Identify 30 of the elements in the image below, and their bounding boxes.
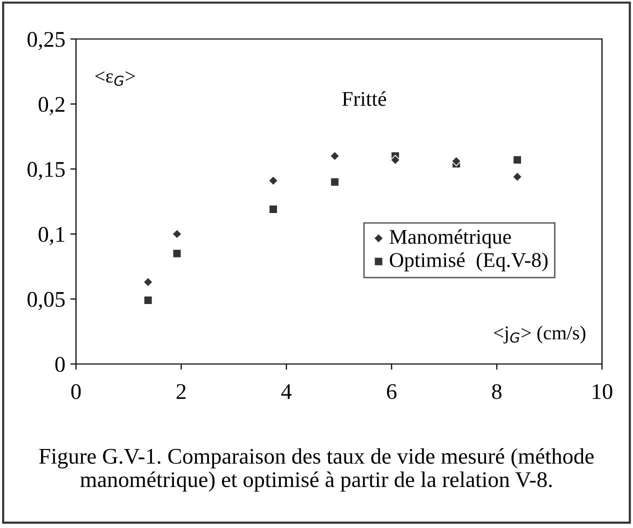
point [512,172,522,182]
point [451,156,462,166]
y-tick-label: 0,1 [38,226,64,246]
text: Figure G.V-1. Comparaison des taux de vide mesuré (méthode manométrique) et optimisé à partir de la relation V-8. [39,448,594,492]
point [330,177,340,187]
x-tick-label: 10 [592,384,612,400]
y-tick-label: 0,05 [28,292,65,310]
y-tick-label: 0,2 [38,96,64,116]
point [143,277,154,288]
point [390,154,400,165]
x-axis-title: <j$_{G}$> (cm/s) [494,326,586,344]
x-tick-label: 4 [281,384,292,399]
point [268,204,278,214]
x-tick-label: 8 [492,384,502,400]
x-tick-label: 2 [176,384,186,399]
y-tick-label: 0,25 [28,32,65,50]
y-tick-label: 0,15 [28,162,65,180]
annotation: Fritté [342,91,386,106]
point [268,176,278,186]
legend-label: Manométrique [390,229,511,248]
point [512,155,522,164]
x-tick-label: 6 [387,384,396,400]
point [172,228,182,240]
point [330,150,340,162]
legend-label: Optimisé (Eq.V-8) [390,252,548,272]
y-tick-label: 0 [55,356,65,372]
point [172,248,182,258]
x-tick-label: 0 [71,384,81,400]
y-axis-title: <ε$_{G}$> [95,71,135,86]
point [143,296,153,305]
